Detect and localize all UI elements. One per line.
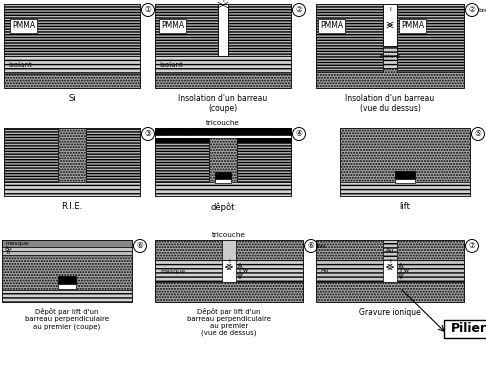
Text: Au: Au — [5, 247, 13, 251]
Bar — [4, 128, 140, 196]
Text: w: w — [404, 269, 409, 273]
Bar — [58, 276, 76, 284]
Bar — [58, 284, 76, 289]
Bar — [340, 182, 470, 196]
Bar — [4, 4, 140, 88]
Text: isolant: isolant — [380, 54, 400, 60]
Text: ②: ② — [295, 6, 302, 14]
Bar — [4, 56, 140, 74]
Text: PMMA: PMMA — [401, 21, 424, 31]
Text: Si: Si — [68, 94, 76, 103]
Text: tricouche: tricouche — [212, 232, 246, 238]
Bar — [218, 4, 228, 56]
Bar — [395, 179, 415, 183]
Bar — [155, 135, 291, 138]
Bar — [2, 240, 132, 247]
Bar — [397, 4, 464, 72]
Text: Insolation d'un barreau
(vue du dessus): Insolation d'un barreau (vue du dessus) — [346, 94, 434, 113]
Text: Pilier: Pilier — [451, 322, 486, 336]
Bar — [4, 4, 140, 56]
Bar — [4, 182, 140, 196]
Text: R.I.E.: R.I.E. — [61, 202, 83, 211]
Bar — [444, 320, 486, 338]
Text: ⑦: ⑦ — [469, 241, 475, 251]
Bar — [155, 182, 291, 196]
Text: ④: ④ — [295, 130, 302, 138]
Bar — [316, 240, 464, 302]
Text: masque: masque — [5, 241, 29, 246]
Text: bis: bis — [317, 244, 326, 248]
Bar — [155, 4, 291, 88]
Bar — [155, 138, 209, 142]
Text: ①: ① — [144, 6, 152, 14]
Text: isolant: isolant — [8, 62, 32, 68]
Text: tricouche: tricouche — [206, 120, 240, 126]
Bar — [155, 142, 209, 182]
Text: PMMA: PMMA — [320, 21, 343, 31]
Text: ②: ② — [469, 6, 475, 14]
Bar — [2, 240, 132, 302]
Bar — [155, 260, 303, 282]
Text: l: l — [228, 259, 230, 264]
Bar — [215, 179, 231, 183]
Text: Gravure ionique: Gravure ionique — [359, 308, 421, 317]
Bar — [316, 260, 464, 282]
Text: Dêpôt par lift d'un
barreau perpendiculaire
au premier (coupe): Dêpôt par lift d'un barreau perpendicula… — [25, 308, 109, 329]
Bar — [340, 128, 470, 196]
Bar — [395, 171, 415, 179]
Bar — [86, 128, 140, 182]
Bar — [383, 4, 397, 46]
Text: w: w — [243, 269, 248, 273]
Bar — [155, 240, 303, 302]
Text: ③: ③ — [144, 130, 152, 138]
Text: ⑤: ⑤ — [474, 130, 482, 138]
Bar — [4, 128, 58, 182]
Bar — [316, 4, 464, 88]
Text: Au: Au — [321, 269, 329, 273]
Bar — [2, 247, 132, 251]
Bar — [155, 128, 291, 135]
Text: isolant: isolant — [159, 62, 183, 68]
Bar — [155, 4, 218, 56]
Text: bis: bis — [478, 7, 486, 13]
Text: l: l — [222, 0, 224, 3]
Text: dêpôt: dêpôt — [211, 202, 235, 212]
Bar — [155, 56, 291, 74]
Text: l: l — [389, 259, 391, 264]
Bar — [237, 142, 291, 182]
Bar — [155, 128, 291, 196]
Bar — [316, 4, 383, 72]
Text: Ti: Ti — [5, 251, 10, 255]
Text: masque: masque — [160, 269, 185, 273]
Text: ⑥: ⑥ — [137, 241, 143, 251]
Text: Dêpôt par lift d'un
barreau perpendiculaire
au premier
(vue de dessus): Dêpôt par lift d'un barreau perpendicula… — [187, 308, 271, 336]
Bar — [2, 251, 132, 255]
Bar — [222, 240, 236, 260]
Text: lift: lift — [399, 202, 411, 211]
Text: PMMA: PMMA — [161, 21, 184, 31]
Text: Au: Au — [386, 248, 394, 252]
Text: Insolation d'un barreau
(coupe): Insolation d'un barreau (coupe) — [178, 94, 268, 113]
Bar — [215, 172, 231, 179]
Text: l: l — [389, 7, 391, 12]
Text: ⑥: ⑥ — [308, 241, 314, 251]
Bar — [383, 260, 397, 282]
Bar — [2, 290, 132, 302]
Bar — [383, 240, 397, 260]
Bar — [237, 138, 291, 142]
Bar — [383, 46, 397, 68]
Bar — [222, 260, 236, 282]
Text: PMMA: PMMA — [12, 21, 35, 31]
Bar — [228, 4, 291, 56]
